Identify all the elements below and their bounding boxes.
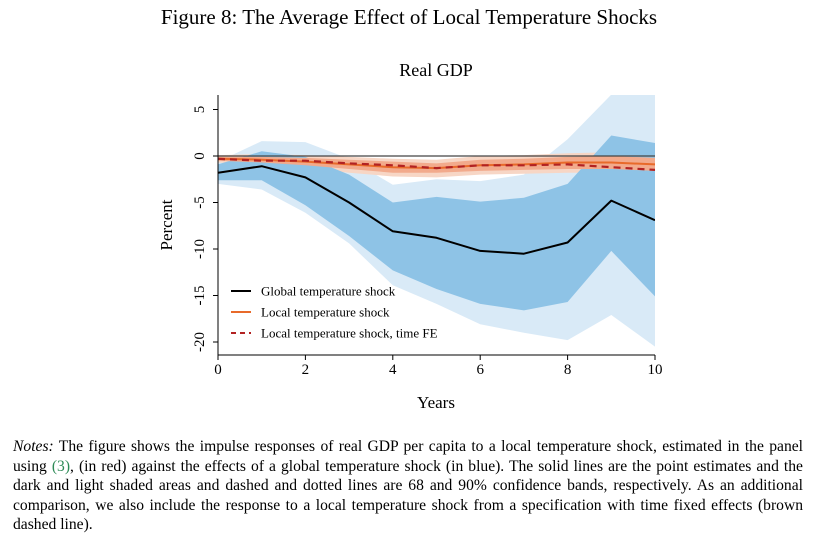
x-tick-label: 6 (476, 362, 484, 378)
axes-layer: -20 -15 -10 -5 0 5 0 2 4 6 8 10 (192, 95, 663, 378)
global-temperature-shock-line (218, 165, 655, 255)
notes-text-part-1: The figure shows the impulse responses o… (13, 438, 803, 475)
notes-text-part-2: , (in red) against the effects of a glob… (13, 457, 803, 534)
y-tick-label: -20 (192, 332, 208, 352)
confidence-bands-layer (218, 95, 655, 347)
y-tick-label: 5 (192, 106, 208, 114)
equation-reference-link[interactable]: (3) (51, 457, 71, 475)
series-lines-layer (218, 155, 655, 255)
figure-notes: Notes: The figure shows the impulse resp… (13, 437, 803, 535)
x-tick-label: 10 (648, 362, 663, 378)
local-temperature-shock-legend-label: Local temperature shock (261, 305, 390, 320)
x-tick-label: 8 (564, 362, 572, 378)
x-axis-label: Years (417, 393, 455, 412)
local-temperature-shock-time-fe-legend-label: Local temperature shock, time FE (261, 326, 438, 341)
chart-legend: Global temperature shock Local temperatur… (231, 284, 438, 341)
y-tick-label: -5 (192, 196, 208, 209)
y-tick-label: 0 (192, 152, 208, 160)
local-temperature-shock-band-68 (218, 156, 655, 173)
x-tick-label: 0 (214, 362, 222, 378)
global-temperature-shock-legend-label: Global temperature shock (261, 284, 396, 299)
global-temperature-shock-band-68 (218, 135, 655, 311)
y-axis-label: Percent (157, 199, 176, 250)
x-tick-label: 4 (389, 362, 397, 378)
y-tick-label: -15 (192, 286, 208, 306)
impulse-response-chart: Real GDP -20 -15 -10 -5 0 5 0 2 4 6 8 10 Percent Ye… (157, 60, 663, 412)
figure-title: Figure 8: The Average Effect of Local Te… (160, 5, 658, 29)
local-temperature-shock-time-fe-line (218, 157, 655, 171)
y-tick-label: -10 (192, 239, 208, 259)
notes-label: Notes: (13, 438, 54, 455)
x-tick-label: 2 (302, 362, 310, 378)
chart-title: Real GDP (399, 60, 473, 80)
